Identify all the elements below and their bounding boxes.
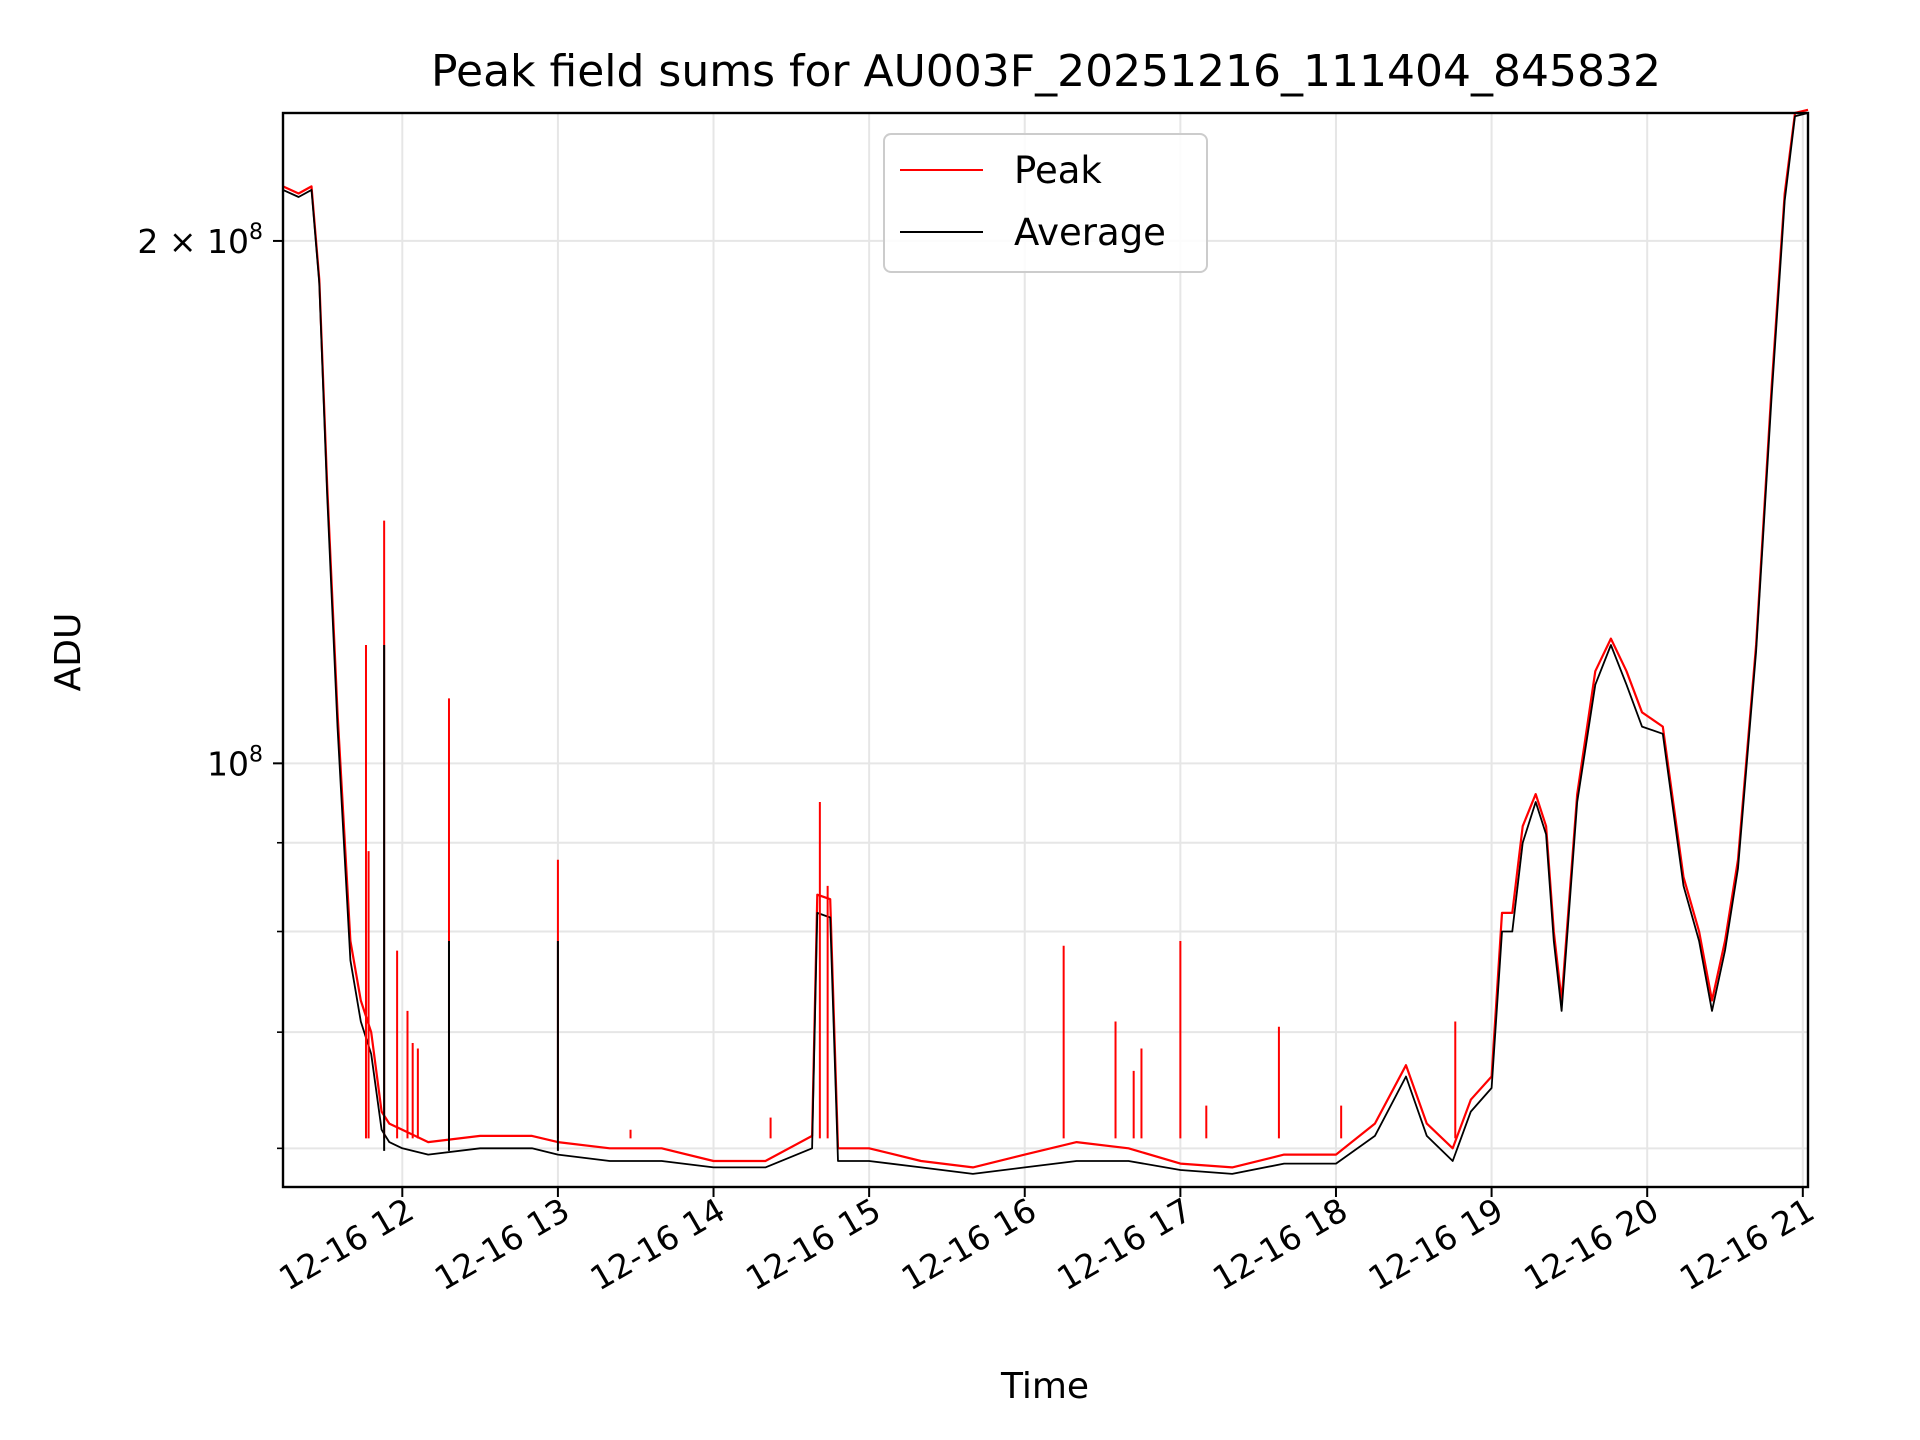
chart-title: Peak field sums for AU003F_20251216_1114… [431, 46, 1661, 97]
x-axis-label: Time [1000, 1366, 1089, 1407]
series-line-average [282, 112, 1809, 1175]
y-axis-label: ADU [48, 613, 89, 692]
legend-label-peak: Peak [1014, 149, 1102, 192]
legend-label-average: Average [1014, 211, 1166, 254]
y-tick-label: 2 × 108 [137, 220, 263, 261]
legend-box [883, 133, 1208, 273]
grid [283, 113, 1808, 1187]
series-layer [282, 108, 1809, 1175]
plot-background [283, 113, 1808, 1187]
plot-area [281, 108, 1810, 1189]
plot-frame [281, 111, 1810, 1189]
y-tick-label: 108 [207, 742, 263, 783]
legend: Peak Average [883, 133, 1208, 273]
series-line-peak [282, 108, 1809, 1169]
y-axis-ticks: 108 2 × 108 [137, 220, 283, 1150]
